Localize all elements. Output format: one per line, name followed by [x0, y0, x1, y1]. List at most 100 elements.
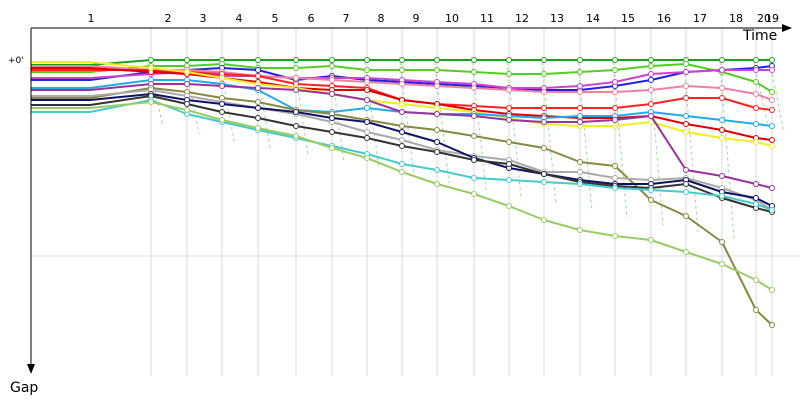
series-point	[612, 67, 618, 73]
series-point	[577, 57, 583, 63]
series-point	[255, 115, 261, 121]
lap-label: 19	[765, 12, 779, 25]
series-point	[399, 129, 405, 135]
series-point	[364, 105, 370, 111]
lap-label: 6	[308, 12, 315, 25]
series-point	[683, 181, 689, 187]
series-point	[293, 123, 299, 129]
series-point	[753, 57, 759, 63]
series-point	[434, 67, 440, 73]
series-point	[612, 79, 618, 85]
series-point	[434, 167, 440, 173]
series-point	[541, 105, 547, 111]
series-point	[769, 67, 775, 73]
series-point	[399, 161, 405, 167]
series-point	[683, 129, 689, 135]
series-point	[506, 161, 512, 167]
series-point	[364, 67, 370, 73]
series-point	[364, 129, 370, 135]
series-point	[753, 201, 759, 207]
series-point	[612, 175, 618, 181]
series-point	[399, 109, 405, 115]
series-point	[399, 81, 405, 87]
series-point	[612, 117, 618, 123]
series-point	[648, 197, 654, 203]
series-point	[577, 169, 583, 175]
series-point	[293, 75, 299, 81]
series-point	[769, 207, 775, 213]
lap-label: 14	[586, 12, 600, 25]
series-point	[364, 97, 370, 103]
series-point	[719, 173, 725, 179]
series-point	[184, 107, 190, 113]
series-point	[399, 137, 405, 143]
series-point	[541, 89, 547, 95]
series-point	[683, 95, 689, 101]
series-point	[219, 101, 225, 107]
series-point	[399, 101, 405, 107]
y-tick-zero: +0'	[8, 56, 24, 66]
series-point	[471, 113, 477, 119]
series-point	[219, 109, 225, 115]
lap-label: 15	[621, 12, 635, 25]
series-point	[719, 117, 725, 123]
series-point	[683, 61, 689, 67]
series-point	[434, 149, 440, 155]
series-point	[184, 57, 190, 63]
series-point	[769, 97, 775, 103]
lap-label: 2	[165, 12, 172, 25]
series-point	[541, 145, 547, 151]
series-point	[506, 139, 512, 145]
series-point	[769, 143, 775, 149]
series-point	[683, 69, 689, 75]
lap-label: 12	[515, 12, 529, 25]
series-point	[753, 105, 759, 111]
series-point	[293, 57, 299, 63]
series-point	[364, 119, 370, 125]
series-point	[364, 57, 370, 63]
lap-label: 1	[88, 12, 95, 25]
series-point	[719, 127, 725, 133]
series-point	[329, 63, 335, 69]
series-point	[255, 73, 261, 79]
series-point	[769, 287, 775, 293]
series-point	[683, 121, 689, 127]
series-point	[148, 65, 154, 71]
series-point	[541, 71, 547, 77]
series-point	[364, 135, 370, 141]
series-point	[753, 195, 759, 201]
series-point	[719, 95, 725, 101]
lap-label: 18	[729, 12, 743, 25]
series-point	[399, 57, 405, 63]
series-point	[434, 57, 440, 63]
y-axis-title: Gap	[10, 380, 38, 396]
series-point	[648, 187, 654, 193]
series-point	[753, 307, 759, 313]
series-point	[541, 179, 547, 185]
series-point	[184, 69, 190, 75]
lap-label: 17	[693, 12, 707, 25]
series-point	[753, 67, 759, 73]
series-point	[577, 227, 583, 233]
series-point	[471, 69, 477, 75]
series-point	[612, 185, 618, 191]
series-point	[719, 239, 725, 245]
series-point	[293, 109, 299, 115]
series-point	[184, 81, 190, 87]
series-point	[753, 181, 759, 187]
lap-connector	[683, 61, 699, 233]
series-point	[255, 85, 261, 91]
series-point	[648, 77, 654, 83]
series-point	[577, 89, 583, 95]
series-point	[612, 57, 618, 63]
series-point	[648, 101, 654, 107]
series-point	[434, 139, 440, 145]
lap-label: 16	[657, 12, 671, 25]
series-point	[683, 167, 689, 173]
lap-connector	[506, 61, 522, 198]
x-axis-arrowhead	[782, 24, 792, 32]
series-point	[719, 67, 725, 73]
series-point	[219, 83, 225, 89]
series-point	[148, 57, 154, 63]
series-point	[471, 57, 477, 63]
